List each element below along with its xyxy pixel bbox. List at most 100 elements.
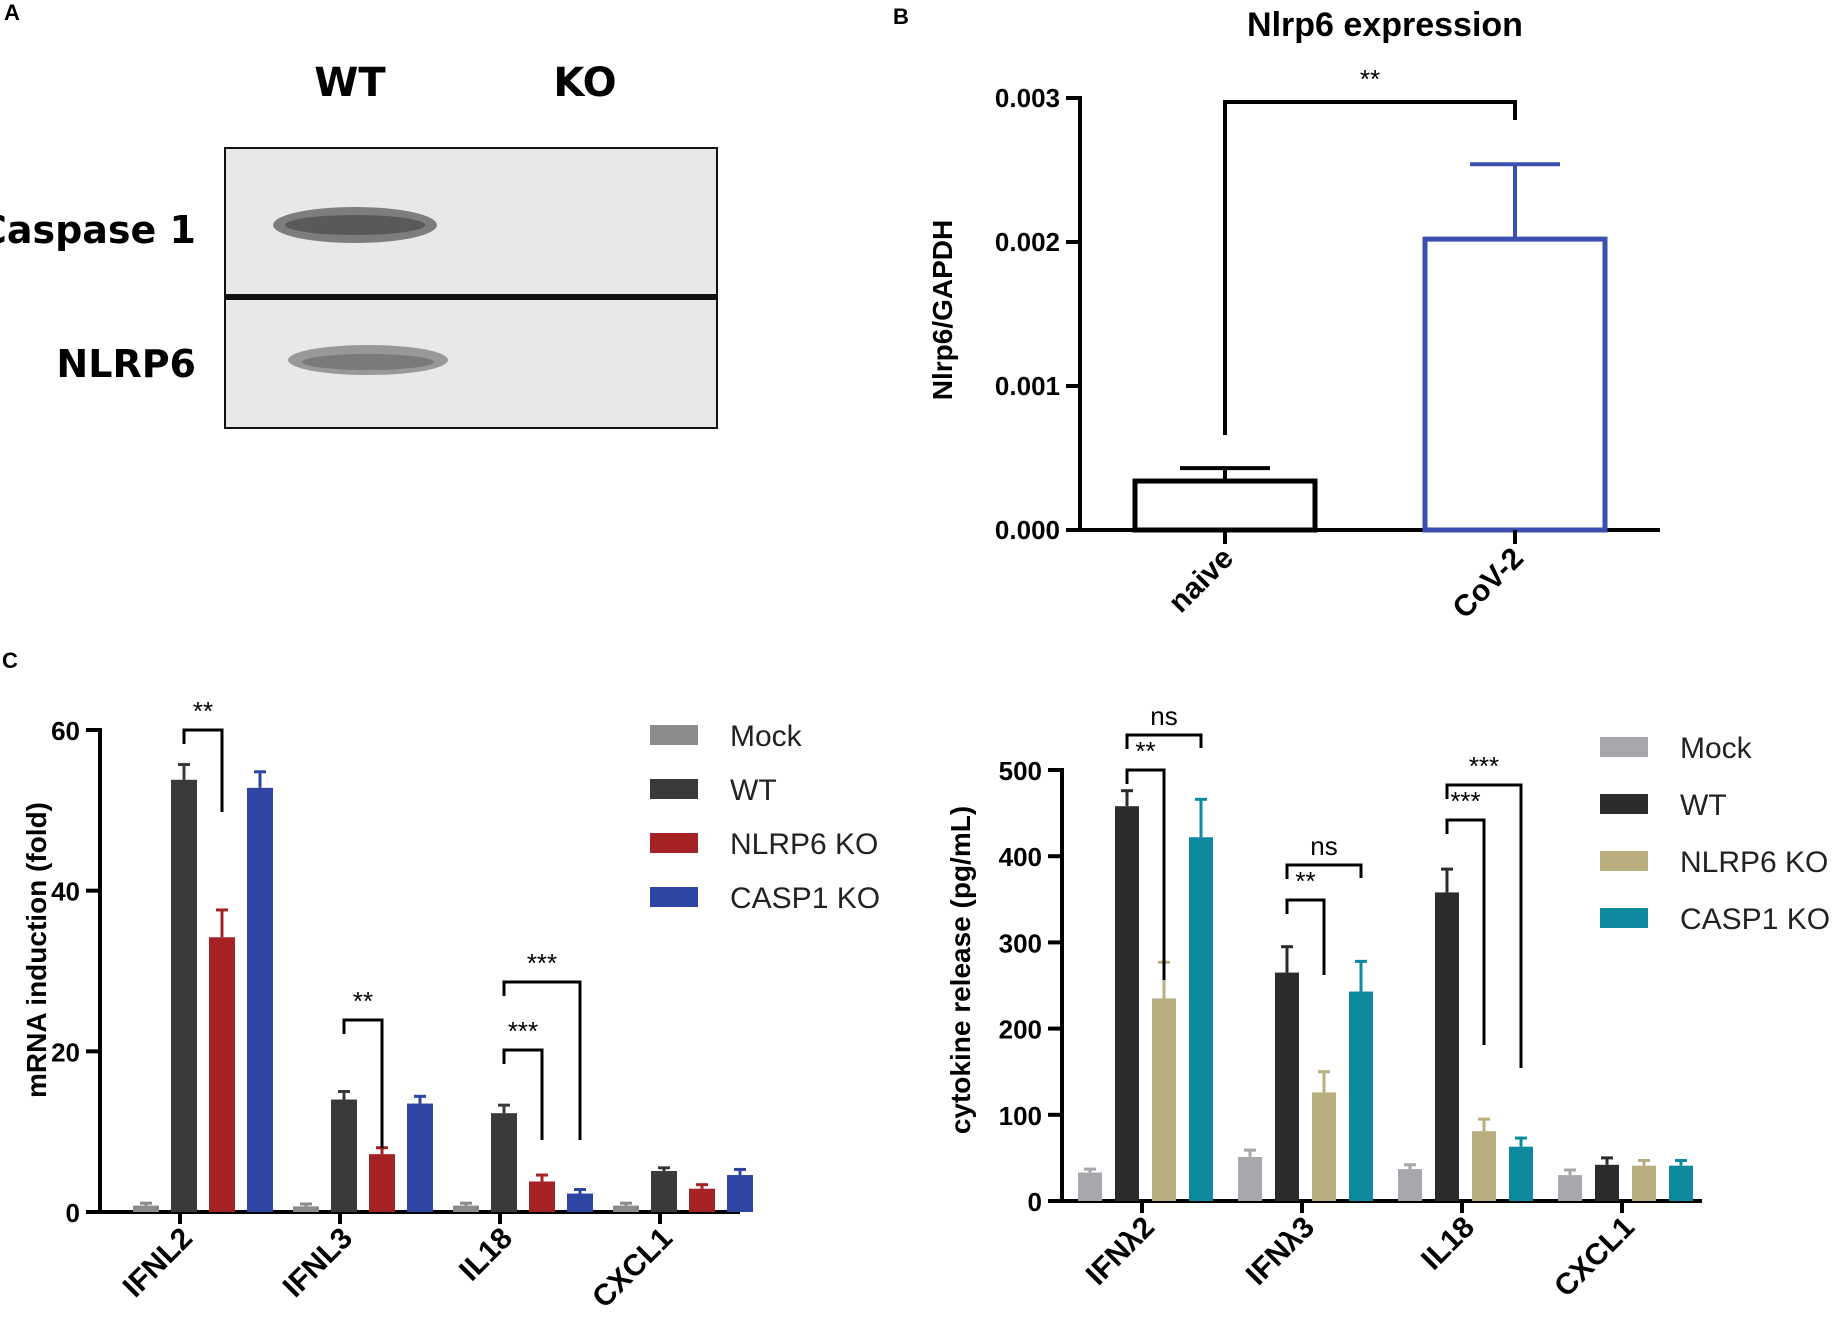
x-tick-label: IFNλ2: [1080, 1211, 1161, 1292]
bar: [1595, 1164, 1619, 1201]
legend-swatch: [1600, 737, 1648, 757]
bar: [613, 1205, 639, 1212]
y-tick-label: 0: [1028, 1187, 1042, 1217]
bar: [293, 1206, 319, 1212]
bar: [1115, 806, 1139, 1201]
panel-letter-a: A: [4, 0, 20, 25]
band-caspase1-wt-core: [285, 215, 425, 235]
y-axis-label: cytokine release (pg/mL): [945, 806, 976, 1134]
significance-bracket: [1125, 733, 1203, 749]
bar: [1472, 1131, 1496, 1201]
legend-swatch: [650, 887, 698, 907]
y-tick-label: 300: [999, 928, 1042, 958]
significance-bracket: [1285, 863, 1363, 879]
y-tick-label: 40: [51, 877, 80, 907]
y-tick-label: 0.003: [995, 83, 1060, 113]
x-tick-label: IL18: [1415, 1211, 1481, 1277]
panel-b-chart: B Nlrp6 expression Nlrp6/GAPDH 0.000 0.00…: [893, 4, 1660, 625]
y-tick-label: 0: [66, 1198, 80, 1228]
x-tick-label: IFNλ3: [1240, 1211, 1321, 1292]
significance-label: ***: [1469, 751, 1499, 781]
legend-swatch: [650, 833, 698, 853]
bar: [1509, 1146, 1533, 1201]
significance-label: **: [1135, 736, 1155, 766]
significance-label: **: [193, 696, 213, 726]
bar: [1238, 1157, 1262, 1201]
bar: [133, 1205, 159, 1212]
bar: [567, 1193, 593, 1212]
legend-label: NLRP6 KO: [730, 828, 878, 861]
y-tick-label: 20: [51, 1037, 80, 1067]
y-axis-label: mRNA induction (fold): [21, 802, 52, 1098]
bar: [491, 1113, 517, 1212]
chart-title: Nlrp6 expression: [1247, 6, 1523, 44]
blot-divider: [225, 294, 717, 300]
y-tick-label: 0.002: [995, 227, 1060, 257]
legend-swatch: [1600, 908, 1648, 928]
legend-label: WT: [730, 774, 777, 807]
bar: [1189, 837, 1213, 1201]
y-tick-label: 0.001: [995, 371, 1060, 401]
legend-swatch: [1600, 794, 1648, 814]
lane-label-wt: WT: [314, 60, 386, 106]
legend-swatch: [650, 725, 698, 745]
bar: [1632, 1165, 1656, 1201]
significance-label: ***: [527, 948, 557, 978]
bar: [1132, 478, 1318, 533]
legend-swatch: [650, 779, 698, 799]
significance-label: ***: [508, 1016, 538, 1046]
significance-bracket: [1445, 783, 1523, 1068]
row-label-nlrp6: NLRP6: [56, 342, 196, 386]
significance-label: ***: [1450, 786, 1480, 816]
bar: [453, 1205, 479, 1212]
bar: [1312, 1092, 1336, 1201]
y-tick-label: 500: [999, 756, 1042, 786]
significance-label: **: [1360, 64, 1380, 94]
significance-bracket: [182, 728, 224, 812]
y-tick-label: 200: [999, 1015, 1042, 1045]
significance-bracket: [1445, 818, 1486, 1045]
bar: [1078, 1172, 1102, 1201]
x-tick-label: IL18: [453, 1222, 519, 1288]
significance-bracket: [502, 1048, 544, 1140]
legend-label: Mock: [1680, 732, 1753, 765]
legend-label: CASP1 KO: [1680, 903, 1830, 936]
lane-label-ko: KO: [553, 60, 616, 106]
significance-bracket: [1223, 100, 1517, 435]
x-tick-label: naive: [1162, 542, 1240, 620]
y-tick-label: 400: [999, 842, 1042, 872]
panel-c-right-chart: cytokine release (pg/mL) 0 100 200 300 400 50…: [945, 701, 1830, 1304]
x-tick-label: CoV-2: [1446, 542, 1529, 625]
bar: [171, 779, 197, 1212]
x-tick-label: CXCL1: [1548, 1211, 1641, 1304]
panel-c-chart: C mRNA induction (fold) 0 20 40 60 IFNL2 IFNL…: [2, 648, 880, 1315]
bar: [689, 1188, 715, 1212]
bar: [1422, 236, 1608, 533]
significance-bracket: [1285, 898, 1326, 975]
x-tick-label: CXCL1: [586, 1222, 679, 1315]
y-tick-label: 0.000: [995, 515, 1060, 545]
bar: [247, 787, 273, 1212]
y-tick-label: 60: [51, 716, 80, 746]
panel-letter-b: B: [893, 4, 909, 29]
bar: [1558, 1175, 1582, 1201]
bar: [1398, 1169, 1422, 1201]
bar: [1435, 892, 1459, 1201]
legend-label: Mock: [730, 720, 803, 753]
bar: [1275, 972, 1299, 1201]
legend-label: WT: [1680, 789, 1727, 822]
bar: [1669, 1165, 1693, 1201]
bar: [209, 937, 235, 1212]
y-axis-label: Nlrp6/GAPDH: [927, 220, 958, 400]
significance-label: **: [353, 986, 373, 1016]
panel-letter-c: C: [2, 648, 18, 673]
bar: [651, 1171, 677, 1212]
bar: [407, 1103, 433, 1212]
bar: [369, 1154, 395, 1212]
significance-label: ns: [1150, 701, 1177, 731]
legend-swatch: [1600, 851, 1648, 871]
legend-label: CASP1 KO: [730, 882, 880, 915]
y-tick-label: 100: [999, 1101, 1042, 1131]
bar: [529, 1181, 555, 1212]
bar: [727, 1175, 753, 1212]
